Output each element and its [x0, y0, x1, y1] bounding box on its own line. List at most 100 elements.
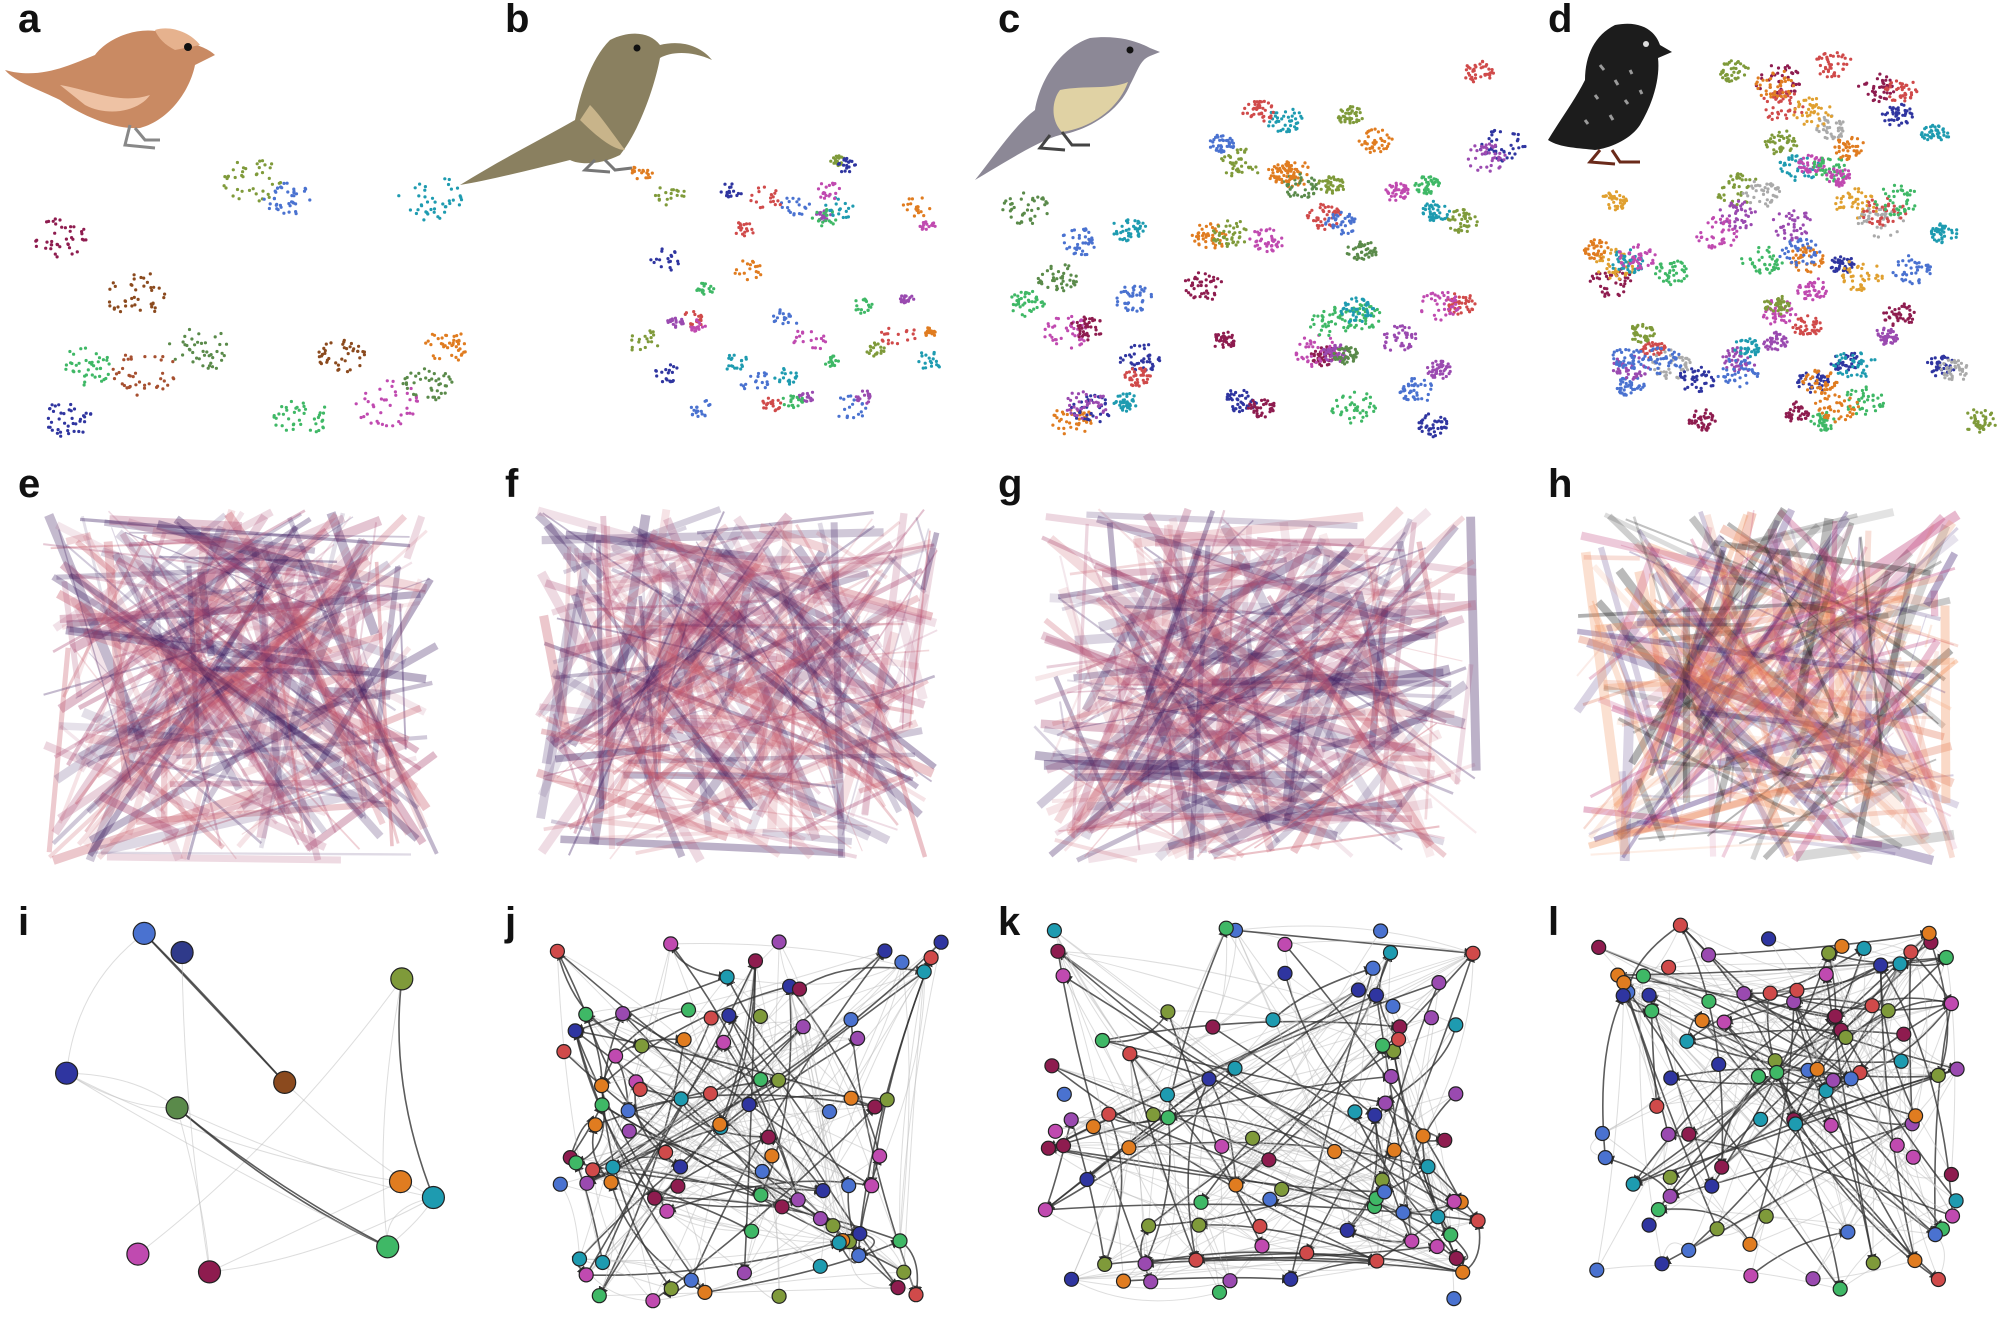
network-edges [556, 941, 942, 1302]
network-node [126, 1242, 150, 1266]
network-node [1758, 1208, 1774, 1224]
trajectory-lines [43, 508, 439, 865]
network-node [1056, 1086, 1072, 1102]
network-node [663, 1281, 679, 1297]
network-node [1040, 1140, 1057, 1156]
network-node [1938, 949, 1954, 966]
network-node [1372, 923, 1389, 939]
network-node [791, 981, 808, 997]
network-node [605, 1159, 621, 1175]
network-node [1047, 1123, 1064, 1139]
network-node [721, 1007, 737, 1024]
network-node [843, 1090, 859, 1106]
network-node [1368, 987, 1385, 1003]
network-node [879, 1092, 895, 1108]
network-node [1046, 922, 1063, 939]
network-node [273, 1070, 297, 1095]
network-node [197, 1260, 222, 1284]
embedding-cluster [317, 338, 366, 374]
network-node [1700, 947, 1717, 963]
network-node [1943, 1166, 1960, 1183]
embedding-cluster [1413, 175, 1441, 196]
embedding-cluster [1929, 222, 1959, 245]
network-node [1625, 1176, 1641, 1192]
network-node [892, 1233, 908, 1249]
embedding-cluster [1421, 199, 1451, 223]
network-node [645, 1293, 661, 1309]
network-node [841, 1177, 857, 1194]
embedding-cluster [1825, 167, 1852, 188]
network-node [1843, 1071, 1859, 1087]
embedding-cluster [1740, 245, 1784, 275]
network-node [1211, 1284, 1228, 1300]
network-node [1832, 1281, 1848, 1297]
embedding-cluster [1695, 216, 1739, 250]
panel-d [1582, 51, 1997, 434]
network-node [1873, 957, 1889, 973]
network-nodes [1589, 917, 1965, 1297]
network-node [672, 1159, 689, 1175]
network-node [1930, 1271, 1947, 1288]
network-node [1205, 1019, 1221, 1035]
embedding-cluster [865, 341, 886, 358]
embedding-cluster [1248, 227, 1284, 254]
network-node [1431, 974, 1447, 991]
network-node [1662, 1188, 1678, 1204]
network-node [871, 1148, 888, 1164]
network-node [1818, 966, 1834, 983]
embedding-cluster [1220, 147, 1260, 178]
panel-letter-a: a [18, 0, 41, 41]
network-node [571, 1251, 588, 1267]
network-node [390, 967, 414, 991]
network-node [670, 1178, 686, 1194]
network-node [771, 934, 787, 950]
embedding-cluster [111, 353, 176, 397]
embedding-cluster [695, 281, 716, 296]
network-node [1448, 1250, 1465, 1267]
network-node [1455, 1264, 1471, 1280]
network-node [1823, 1117, 1839, 1134]
thrasher-illustration [460, 33, 712, 186]
embedding-cluster [653, 186, 686, 207]
network-node [1227, 1060, 1243, 1076]
network-node [1840, 1224, 1856, 1240]
embedding-cluster [1611, 348, 1647, 371]
embedding-cluster [1641, 346, 1683, 376]
network-node [1821, 945, 1837, 961]
network-node [1085, 1118, 1102, 1135]
network-node [1805, 1271, 1821, 1287]
network-node [1201, 1071, 1217, 1087]
panel-letter-l: l [1548, 900, 1559, 944]
network-node [620, 1103, 636, 1119]
network-node [1143, 1274, 1159, 1290]
embedding-cluster [1966, 408, 1997, 434]
network-node [1415, 1128, 1431, 1144]
network-node [1660, 1126, 1676, 1143]
embedding-cluster [1687, 408, 1717, 432]
network-node [1044, 1058, 1060, 1074]
embedding-cluster [666, 316, 685, 329]
embedding-cluster [1211, 219, 1248, 248]
embedding-cluster [680, 310, 704, 329]
embedding-cluster [1763, 294, 1791, 316]
panel-c [1001, 59, 1527, 439]
network-node [1701, 993, 1717, 1009]
trajectory-lines [1573, 507, 1961, 865]
network-node [659, 1203, 675, 1219]
network-node [1704, 1178, 1720, 1194]
embedding-cluster [880, 326, 917, 346]
embedding-cluster [397, 177, 464, 222]
network-node [1326, 1143, 1343, 1160]
embedding-cluster [1601, 190, 1629, 212]
network-node [1390, 1031, 1407, 1048]
embedding-cluster [772, 308, 799, 326]
embedding-cluster [1332, 345, 1359, 366]
embedding-cluster [630, 329, 660, 352]
embedding-cluster [1615, 376, 1646, 397]
embedding-cluster [1678, 365, 1716, 394]
network-node [771, 1288, 787, 1304]
embedding-cluster [1883, 79, 1919, 103]
network-node [1809, 1061, 1825, 1077]
embedding-cluster [1246, 398, 1276, 419]
network-node [877, 943, 893, 959]
